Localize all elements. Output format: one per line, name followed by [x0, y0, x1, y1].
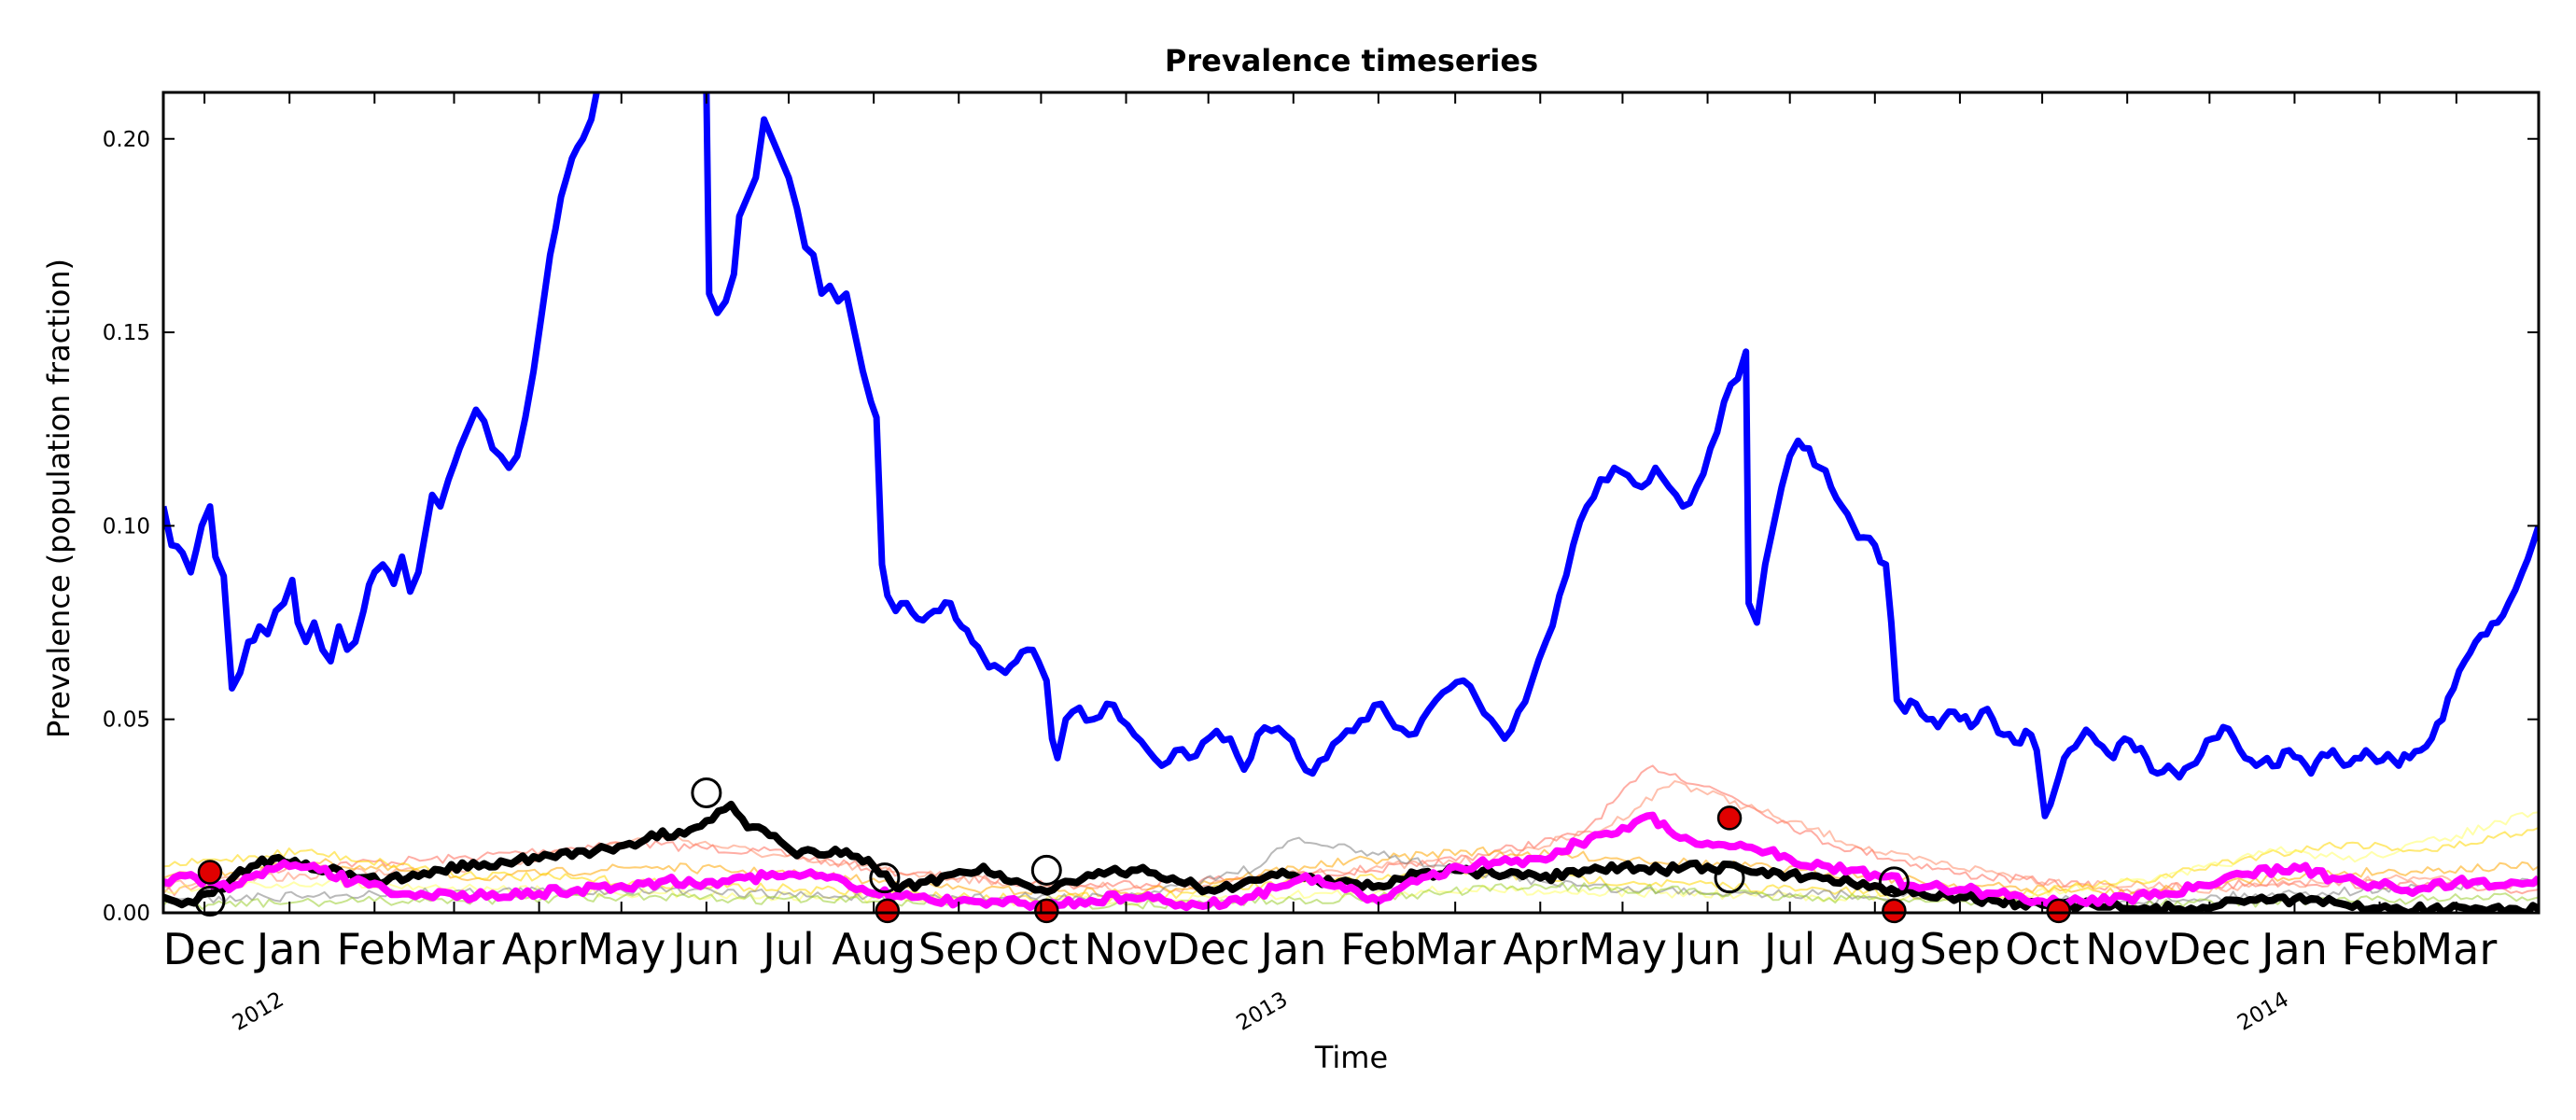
x-tick-label: Dec	[2168, 924, 2251, 974]
x-tick-label: Feb	[2342, 924, 2417, 974]
x-tick-label: Sep	[1920, 924, 2001, 974]
event-marker-open	[869, 862, 901, 894]
x-tick-label: Jan	[254, 924, 323, 974]
event-marker-open	[1030, 854, 1062, 886]
series-line-0-segment-2	[703, 92, 2539, 819]
x-tick-label: Nov	[1085, 924, 1169, 974]
x-tick-label: Aug	[832, 924, 916, 974]
x-tick-label: Dec	[163, 924, 246, 974]
y-tick-label: 0.20	[103, 128, 150, 152]
x-tick-label: Nov	[2085, 924, 2169, 974]
series-line-2	[163, 811, 2539, 912]
y-tick-label: 0.05	[103, 708, 150, 733]
x-tick-label: Aug	[1833, 924, 1917, 974]
year-label: 2013	[1232, 987, 1292, 1036]
series-line-4	[163, 780, 2539, 894]
x-axis-label: Time	[1314, 1040, 1388, 1075]
x-tick-label: Jun	[1672, 924, 1742, 974]
series-line-3	[163, 764, 2539, 896]
x-tick-label: Mar	[2415, 924, 2497, 974]
event-marker-open	[1878, 866, 1910, 898]
event-marker-open	[1714, 862, 1745, 894]
x-tick-label: Feb	[1340, 924, 1416, 974]
plot-frame	[161, 91, 2541, 915]
x-tick-label: Mar	[413, 924, 495, 974]
x-tick-label: Jan	[2259, 924, 2328, 974]
x-tick-label: Jun	[670, 924, 740, 974]
series-line-1	[163, 800, 2539, 913]
x-tick-label: Feb	[337, 924, 413, 974]
x-tick-label: Oct	[2005, 924, 2079, 974]
x-tick-label: Jul	[1761, 924, 1816, 974]
x-tick-label: Jan	[1257, 924, 1326, 974]
y-tick-label: 0.10	[103, 514, 150, 539]
x-tick-label: Apr	[502, 924, 577, 974]
event-marker-filled	[2046, 898, 2071, 924]
x-tick-label: Sep	[918, 924, 1000, 974]
y-tick-label: 0.15	[103, 321, 150, 345]
x-tick-label: Dec	[1167, 924, 1250, 974]
x-tick-label: Mar	[1415, 924, 1496, 974]
x-tick-label: Apr	[1503, 924, 1577, 974]
event-marker-filled	[1882, 898, 1907, 924]
x-tick-label: Oct	[1004, 924, 1079, 974]
year-label: 2014	[2233, 987, 2293, 1036]
y-tick-label: 0.00	[103, 902, 150, 926]
series-line-0	[163, 92, 600, 692]
event-marker-open	[194, 886, 226, 917]
year-label: 2012	[229, 987, 288, 1036]
event-marker-filled	[875, 898, 901, 924]
y-axis-label: Prevalence (population fraction)	[41, 259, 77, 738]
x-tick-label: Jul	[760, 924, 815, 974]
event-marker-open	[691, 777, 722, 808]
x-tick-label: May	[1578, 924, 1667, 974]
chart-title: Prevalence timeseries	[1165, 43, 1538, 78]
event-marker-filled	[1034, 898, 1059, 924]
x-tick-label: May	[577, 924, 665, 974]
event-marker-filled	[1716, 805, 1743, 831]
event-marker-filled	[197, 860, 223, 885]
plot-area	[163, 92, 2539, 913]
event-markers	[194, 777, 2071, 924]
